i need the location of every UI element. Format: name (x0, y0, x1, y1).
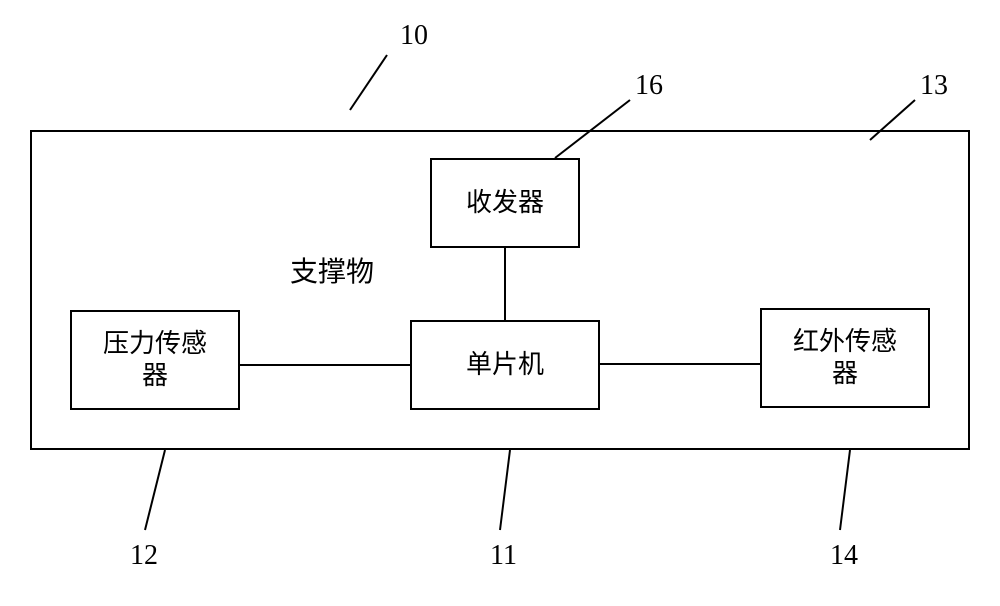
transceiver-block: 收发器 (430, 158, 580, 248)
ir-sensor-label: 红外传感器 (793, 326, 897, 391)
callout-16: 16 (635, 70, 663, 102)
transceiver-label: 收发器 (466, 187, 544, 220)
callout-11: 11 (490, 540, 517, 572)
support-text-label: 支撑物 (290, 257, 374, 288)
support-text: 支撑物 (290, 250, 374, 290)
callout-10: 10 (400, 20, 428, 52)
mcu-block: 单片机 (410, 320, 600, 410)
pressure-sensor-block: 压力传感器 (70, 310, 240, 410)
callout-14: 14 (830, 540, 858, 572)
callout-13: 13 (920, 70, 948, 102)
diagram-canvas: 收发器 单片机 压力传感器 红外传感器 支撑物 10 16 13 12 11 14 (0, 0, 1000, 606)
mcu-label: 单片机 (466, 349, 544, 382)
pressure-sensor-label: 压力传感器 (103, 328, 207, 393)
callout-12: 12 (130, 540, 158, 572)
ir-sensor-block: 红外传感器 (760, 308, 930, 408)
